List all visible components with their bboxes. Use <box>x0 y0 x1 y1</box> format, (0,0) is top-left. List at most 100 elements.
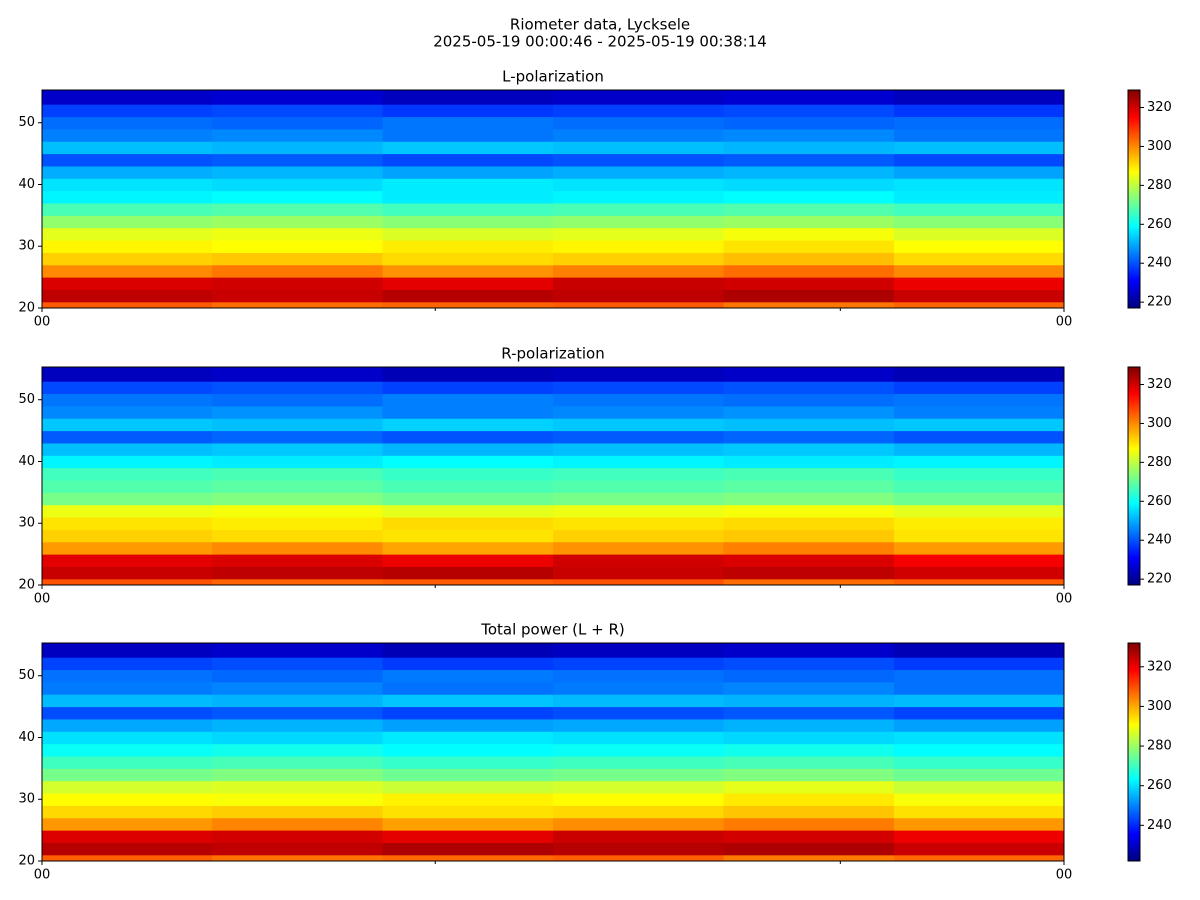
heatmap-cell <box>382 128 554 142</box>
heatmap-cell <box>893 504 1065 518</box>
heatmap-cell <box>723 529 895 543</box>
heatmap-cell <box>382 405 554 419</box>
heatmap-cell <box>723 768 895 782</box>
colorbar-tick-label: 300 <box>1147 699 1172 714</box>
heatmap-cell <box>723 854 895 862</box>
heatmap-cell <box>212 252 384 266</box>
colorbar-tick-label: 240 <box>1147 818 1172 833</box>
y-tick-label: 30 <box>18 792 35 807</box>
y-tick-label: 20 <box>18 854 35 869</box>
heatmap-cell <box>42 756 213 769</box>
heatmap-cell <box>212 517 384 530</box>
heatmap-cell <box>553 240 724 253</box>
heatmap-cell <box>212 578 384 586</box>
heatmap-cell <box>723 541 895 555</box>
heatmap-cell <box>212 756 384 769</box>
heatmap-cell <box>382 153 554 167</box>
heatmap-cell <box>553 418 724 432</box>
heatmap-cell <box>553 817 724 831</box>
heatmap-cell <box>553 854 724 862</box>
heatmap-cell <box>893 165 1065 179</box>
heatmap-cell <box>382 643 554 658</box>
heatmap-cell <box>42 128 213 142</box>
heatmap-cell <box>42 90 213 105</box>
heatmap-cell <box>212 541 384 555</box>
heatmap-cell <box>553 793 724 806</box>
heatmap-cell <box>893 805 1065 819</box>
heatmap-cell <box>723 367 895 382</box>
heatmap-cell <box>382 203 554 216</box>
heatmap-cell <box>553 116 724 130</box>
heatmap-cell <box>42 104 213 118</box>
heatmap-cell <box>893 566 1065 580</box>
heatmap-cell <box>553 669 724 683</box>
heatmap-cell <box>723 442 895 456</box>
heatmap-cell <box>723 504 895 518</box>
y-tick-label: 20 <box>18 578 35 593</box>
heatmap-cell <box>42 289 213 303</box>
x-tick-label: 00 <box>34 868 51 883</box>
heatmap-cell <box>553 178 724 192</box>
heatmap-cell <box>212 90 384 105</box>
heatmap-cell <box>723 116 895 130</box>
heatmap-cell <box>553 517 724 530</box>
heatmap-cell <box>42 116 213 130</box>
heatmap-cell <box>553 141 724 155</box>
heatmap-cell <box>382 289 554 303</box>
heatmap-cell <box>42 854 213 862</box>
heatmap-cell <box>42 367 213 382</box>
heatmap-cell <box>382 578 554 586</box>
heatmap-cell <box>42 264 213 278</box>
heatmap-cell <box>42 203 213 216</box>
heatmap-cell <box>382 141 554 155</box>
colorbar-tick-label: 280 <box>1147 739 1172 754</box>
heatmap-cell <box>553 442 724 456</box>
heatmap-cell <box>42 793 213 806</box>
colorbar-tick-label: 280 <box>1147 455 1172 470</box>
heatmap-cell <box>723 643 895 658</box>
panel-title: Total power (L + R) <box>480 621 625 639</box>
heatmap-cell <box>553 830 724 843</box>
heatmap-cell <box>212 768 384 782</box>
heatmap-cell <box>42 141 213 155</box>
heatmap-cell <box>382 817 554 831</box>
heatmap-cell <box>42 694 213 708</box>
heatmap-cell <box>723 657 895 671</box>
heatmap-cell <box>893 743 1065 757</box>
heatmap-cell <box>212 442 384 456</box>
heatmap-cell <box>553 104 724 118</box>
x-tick-label: 00 <box>34 592 51 607</box>
heatmap-cell <box>893 393 1065 407</box>
heatmap-cell <box>723 264 895 278</box>
y-tick-label: 40 <box>18 454 35 469</box>
heatmap-cell <box>553 566 724 580</box>
heatmap-cell <box>212 706 384 720</box>
heatmap-cell <box>212 817 384 831</box>
heatmap-cell <box>893 768 1065 782</box>
heatmap-cell <box>212 643 384 658</box>
heatmap-cell <box>723 430 895 444</box>
heatmap-cell <box>212 718 384 732</box>
heatmap-cell <box>382 566 554 580</box>
heatmap-cell <box>723 215 895 229</box>
heatmap-cell <box>42 215 213 229</box>
heatmap-cell <box>382 504 554 518</box>
heatmap-cell <box>893 128 1065 142</box>
colorbar-tick-label: 300 <box>1147 416 1172 431</box>
heatmap-cell <box>382 657 554 671</box>
heatmap-cell <box>553 657 724 671</box>
heatmap-cell <box>382 718 554 732</box>
heatmap-cell <box>212 215 384 229</box>
colorbar-tick-label: 220 <box>1147 295 1172 310</box>
heatmap-cell <box>212 492 384 506</box>
heatmap-cell <box>893 367 1065 382</box>
heatmap-cell <box>893 90 1065 105</box>
heatmap-cell <box>42 381 213 395</box>
heatmap-cell <box>723 554 895 567</box>
y-tick-label: 40 <box>18 177 35 192</box>
heatmap-cell <box>42 405 213 419</box>
colorbar-tick-label: 240 <box>1147 533 1172 548</box>
heatmap-cell <box>723 418 895 432</box>
heatmap-cell <box>553 718 724 732</box>
heatmap-cell <box>212 430 384 444</box>
